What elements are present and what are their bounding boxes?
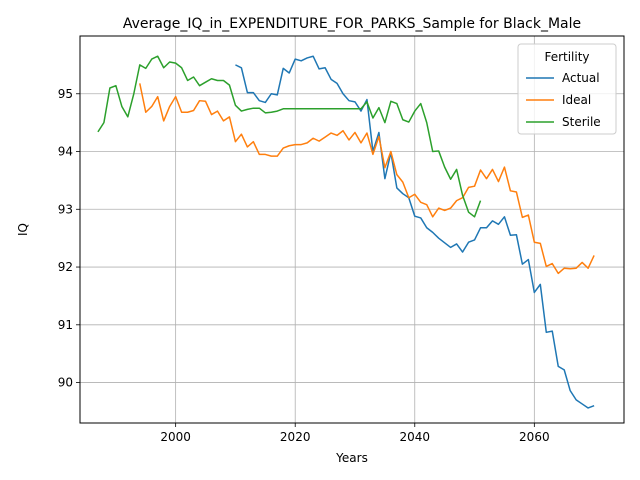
series-line-actual xyxy=(235,55,595,409)
x-tick-label: 2020 xyxy=(280,430,311,444)
y-tick-label: 95 xyxy=(58,87,73,101)
y-tick-label: 92 xyxy=(58,260,73,274)
series-layer xyxy=(97,55,595,409)
y-tick-label: 93 xyxy=(58,202,73,216)
plot-frame xyxy=(79,35,625,424)
x-tick-label: 2060 xyxy=(519,430,550,444)
legend-label-sterile: Sterile xyxy=(562,115,601,129)
legend-label-actual: Actual xyxy=(562,71,600,85)
legend-box xyxy=(517,43,617,135)
legend: Fertility Actual Ideal Sterile xyxy=(517,43,617,135)
legend-title: Fertility xyxy=(544,50,589,64)
y-tick-label: 91 xyxy=(58,318,73,332)
chart-title: Average_IQ_in_EXPENDITURE_FOR_PARKS_Samp… xyxy=(123,16,581,32)
y-tick-label: 94 xyxy=(58,145,73,159)
series-line-ideal xyxy=(139,83,595,275)
x-tick-label: 2040 xyxy=(399,430,430,444)
x-tick-label: 2000 xyxy=(160,430,191,444)
x-axis-label: Years xyxy=(335,451,368,465)
y-axis-label: IQ xyxy=(16,223,30,236)
legend-label-ideal: Ideal xyxy=(562,93,591,107)
legend-items: Actual Ideal Sterile xyxy=(526,71,601,129)
tick-layer: 2000 2020 2040 2060 90 91 92 93 94 95 xyxy=(58,87,550,444)
y-tick-label: 90 xyxy=(58,376,73,390)
series-line-sterile xyxy=(97,55,482,218)
